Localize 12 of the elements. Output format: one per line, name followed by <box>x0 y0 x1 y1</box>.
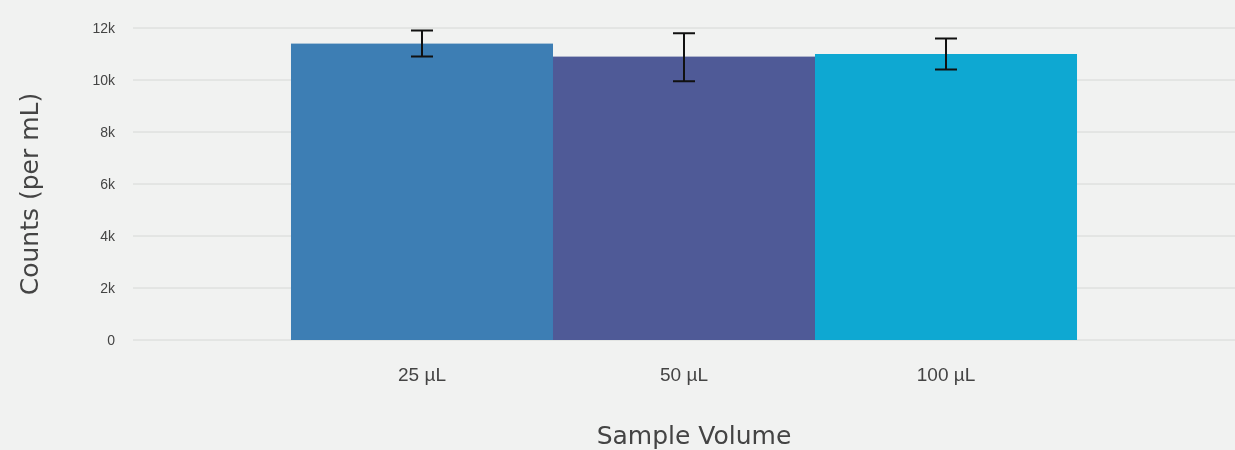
y-tick-label: 2k <box>100 279 116 296</box>
x-tick-label: 25 µL <box>398 364 446 386</box>
y-tick-label: 6k <box>100 175 116 192</box>
y-axis-title: Counts (per mL) <box>15 92 44 296</box>
x-tick-label: 100 µL <box>916 364 976 386</box>
y-tick-label: 0 <box>107 331 116 348</box>
x-tick-label: 50 µL <box>660 364 708 386</box>
y-tick-label: 8k <box>100 123 116 140</box>
y-tick-label: 10k <box>92 71 116 88</box>
y-tick-label: 4k <box>100 227 116 244</box>
y-tick-label: 12k <box>92 19 116 36</box>
x-axis-title: Sample Volume <box>596 421 792 450</box>
